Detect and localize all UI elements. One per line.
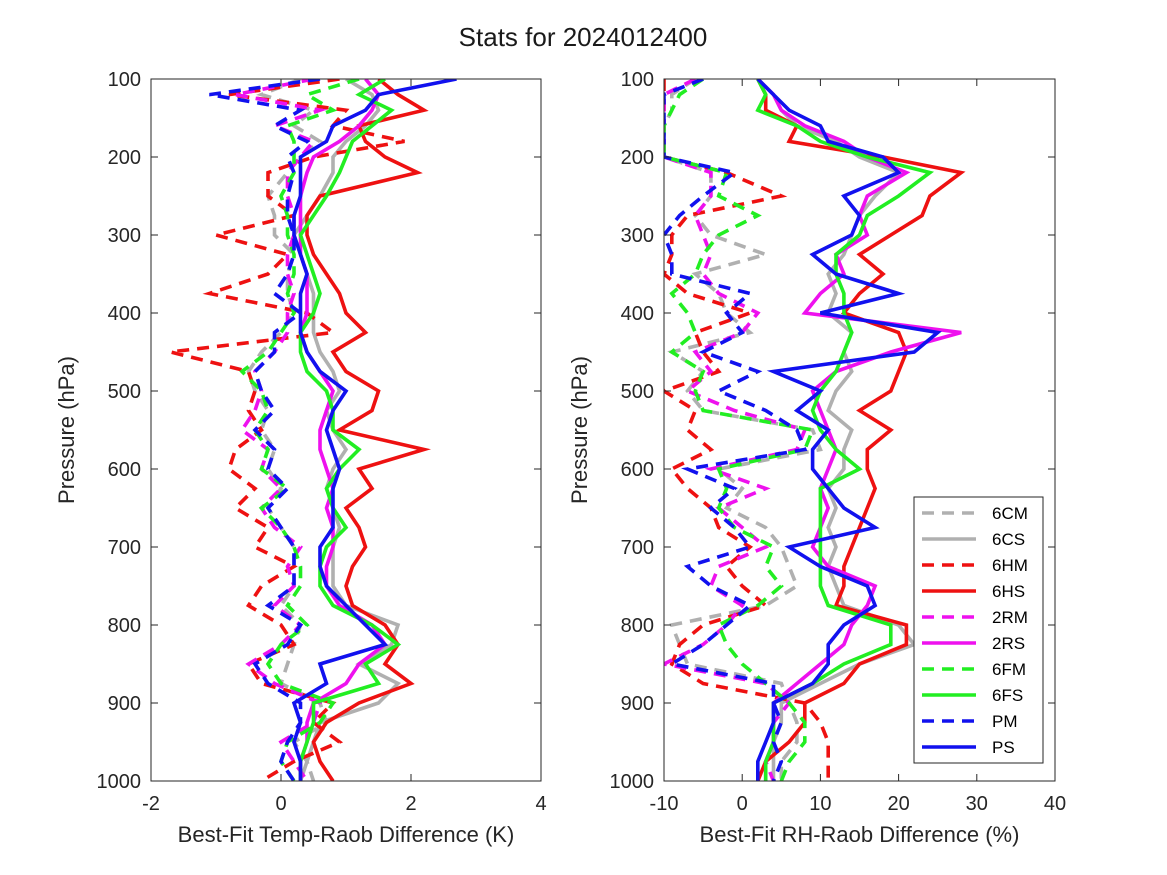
rh-panel: -10 0 10 20 30 40 100 200 300 400 500 600 700 800 900 1… [567, 69, 1066, 847]
temp-ytick-label: 300 [108, 225, 141, 247]
rh-xtick-label: 30 [966, 793, 988, 815]
figure-title: Stats for 2024012400 [459, 22, 708, 52]
temp-ytick-label: 200 [108, 147, 141, 169]
legend-label-2rs: 2RS [992, 634, 1025, 653]
temp-axes-box [150, 78, 542, 782]
temp-y-axis-label: Pressure (hPa) [54, 356, 79, 504]
legend-label-6cs: 6CS [992, 530, 1025, 549]
temp-x-axis-label: Best-Fit Temp-Raob Difference (K) [178, 822, 515, 847]
temp-series-2rm [235, 79, 328, 781]
rh-xtick-label: 10 [809, 793, 831, 815]
temp-series-6hs [305, 79, 432, 781]
rh-ytick-label: 800 [621, 615, 654, 637]
rh-ytick-label: 100 [621, 69, 654, 91]
rh-ytick-label: 400 [621, 303, 654, 325]
rh-ytick-label: 1000 [610, 771, 655, 793]
legend-box [913, 496, 1044, 764]
rh-axes-box [663, 78, 1056, 782]
temp-ytick-label: 100 [108, 69, 141, 91]
temp-ytick-label: 600 [108, 459, 141, 481]
rh-ytick-label: 700 [621, 537, 654, 559]
legend: 6CM 6CS 6HM 6HS 2RM 2RS 6FM 6FS PM PS [913, 496, 1044, 764]
legend-label-ps: PS [992, 738, 1015, 757]
rh-series-6fs [755, 79, 935, 781]
rh-ytick-label: 500 [621, 381, 654, 403]
legend-label-6cm: 6CM [992, 504, 1028, 523]
temp-xtick-label: 0 [275, 793, 286, 815]
rh-xtick-label: 40 [1044, 793, 1066, 815]
legend-label-6fs: 6FS [992, 686, 1023, 705]
rh-xtick-label: 20 [887, 793, 909, 815]
rh-series-pm [664, 79, 808, 781]
rh-series-2rm [664, 79, 808, 781]
legend-label-6hs: 6HS [992, 582, 1025, 601]
rh-xtick-label: 0 [737, 793, 748, 815]
rh-ytick-label: 200 [621, 147, 654, 169]
temp-series-ps [291, 79, 457, 781]
temp-panel: -2 0 2 4 100 200 300 400 500 600 700 800 900 1000 Best… [54, 69, 547, 847]
temp-ytick-label: 800 [108, 615, 141, 637]
legend-label-2rm: 2RM [992, 608, 1028, 627]
temp-ytick-label: 900 [108, 693, 141, 715]
temp-ytick-label: 400 [108, 303, 141, 325]
temp-xtick-label: -2 [142, 793, 160, 815]
rh-ytick-label: 300 [621, 225, 654, 247]
rh-xtick-label: -10 [650, 793, 679, 815]
rh-y-axis-label: Pressure (hPa) [567, 356, 592, 504]
rh-ytick-label: 600 [621, 459, 654, 481]
temp-xtick-label: 2 [405, 793, 416, 815]
rh-ytick-label: 900 [621, 693, 654, 715]
rh-series-6hs [756, 79, 966, 781]
legend-label-6hm: 6HM [992, 556, 1028, 575]
temp-series-6fm [239, 79, 360, 781]
rh-series-ps [755, 79, 942, 781]
temp-ytick-label: 500 [108, 381, 141, 403]
temp-series-6fs [298, 79, 402, 781]
rh-series-2rs [756, 79, 962, 781]
rh-series-6hm [664, 79, 831, 781]
rh-series-6fm [664, 79, 816, 781]
legend-label-pm: PM [992, 712, 1018, 731]
temp-series-2rs [298, 79, 388, 781]
rh-x-axis-label: Best-Fit RH-Raob Difference (%) [700, 822, 1020, 847]
temp-xtick-label: 4 [535, 793, 546, 815]
temp-series-group [170, 79, 457, 781]
temp-ytick-label: 700 [108, 537, 141, 559]
legend-label-6fm: 6FM [992, 660, 1026, 679]
temp-series-pm [209, 79, 321, 781]
temp-ytick-label: 1000 [97, 771, 142, 793]
rh-series-group [664, 79, 966, 781]
